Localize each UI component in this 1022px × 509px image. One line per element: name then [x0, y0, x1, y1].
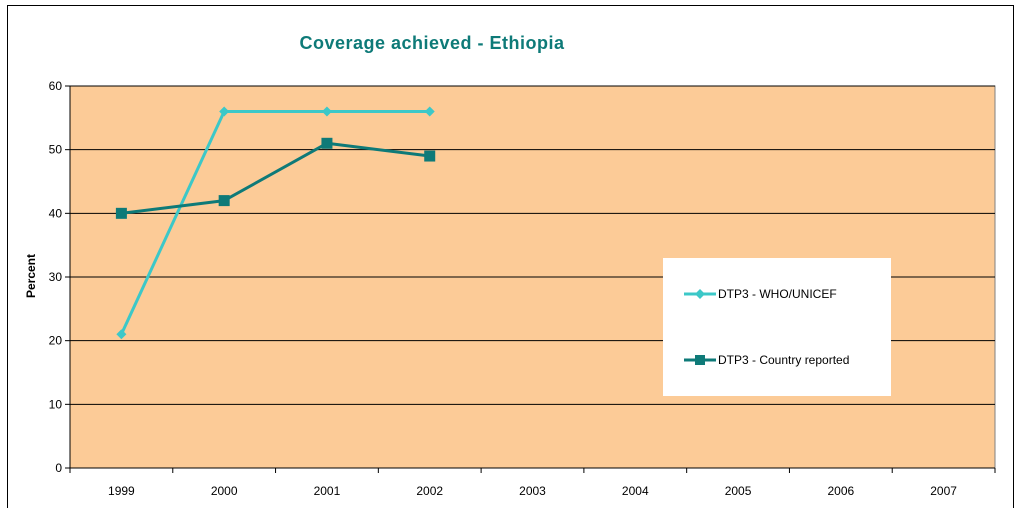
legend-label-who-unicef: DTP3 - WHO/UNICEF [718, 287, 837, 301]
legend-marker-diamond [695, 289, 705, 299]
data-point-who-unicef [219, 106, 230, 117]
series-line-who-unicef [120, 109, 430, 335]
x-tick-label: 2007 [930, 484, 957, 498]
data-point-who-unicef [424, 106, 435, 117]
legend: DTP3 - WHO/UNICEF DTP3 - Country reporte… [663, 258, 891, 396]
x-tick-label: 2001 [314, 484, 341, 498]
y-tick-label: 50 [49, 143, 63, 157]
y-axis-title: Percent [24, 254, 38, 298]
line-chart: 1999 2000 2001 2002 2003 2004 2005 2006 2007 0 10… [24, 33, 996, 498]
data-point-country-reported [424, 150, 436, 162]
data-point-who-unicef [321, 106, 332, 117]
y-tick-label: 10 [49, 397, 63, 411]
y-tick-label: 40 [49, 206, 63, 220]
legend-marker-square [695, 355, 705, 365]
x-tick-label: 2005 [725, 484, 752, 498]
series-layer [115, 106, 436, 340]
x-tick-label: 2000 [211, 484, 238, 498]
data-point-country-reported [115, 207, 127, 219]
y-tick-label: 20 [49, 334, 63, 348]
data-point-country-reported [218, 195, 230, 207]
legend-label-country-reported: DTP3 - Country reported [718, 353, 849, 367]
legend-box [663, 258, 891, 396]
x-tick-label: 2002 [416, 484, 443, 498]
series-line-country-reported [121, 141, 430, 215]
x-tick-label: 2004 [622, 484, 649, 498]
y-tick-label: 60 [49, 79, 63, 93]
chart-frame: 1999 2000 2001 2002 2003 2004 2005 2006 2007 0 10… [7, 5, 1014, 508]
x-tick-label: 2003 [519, 484, 546, 498]
x-axis: 1999 2000 2001 2002 2003 2004 2005 2006 2007 [69, 467, 996, 498]
chart-title: Coverage achieved - Ethiopia [299, 33, 565, 53]
data-point-country-reported [321, 137, 333, 149]
y-axis: 0 10 20 30 40 50 60 [49, 79, 71, 475]
data-point-who-unicef [116, 329, 127, 340]
x-tick-label: 2006 [827, 484, 854, 498]
y-tick-label: 30 [49, 270, 63, 284]
legend-entry-who-unicef: DTP3 - WHO/UNICEF [684, 287, 837, 301]
legend-entry-country-reported: DTP3 - Country reported [684, 353, 849, 367]
x-tick-label: 1999 [108, 484, 135, 498]
y-tick-label: 0 [55, 461, 62, 475]
